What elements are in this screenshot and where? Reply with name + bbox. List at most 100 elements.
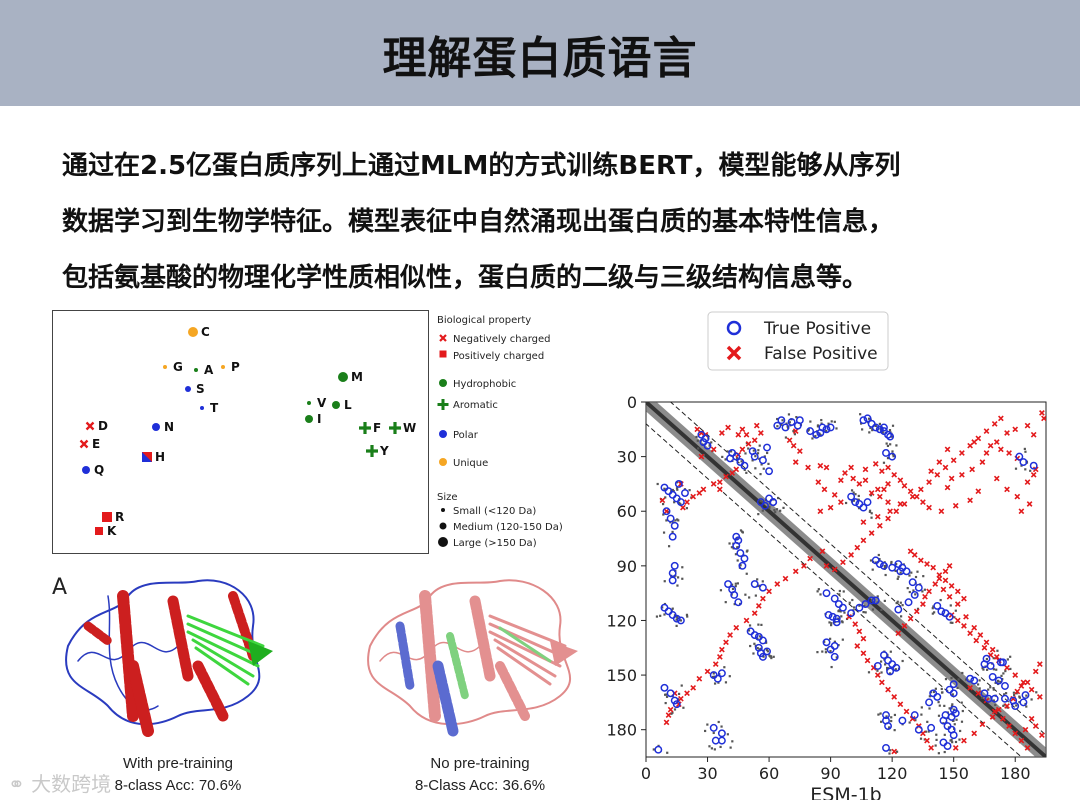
background-contact-mark bbox=[869, 426, 872, 430]
background-contact-mark bbox=[893, 713, 897, 717]
true-positive-point bbox=[1011, 702, 1020, 710]
legend-item-hydrophobic: Hydrophobic bbox=[439, 379, 516, 390]
background-contact-mark bbox=[749, 644, 752, 648]
background-contact-mark bbox=[978, 687, 981, 690]
false-positive-point bbox=[838, 477, 844, 484]
false-positive-point bbox=[874, 513, 881, 520]
false-positive-point bbox=[934, 471, 941, 478]
background-contact-mark bbox=[908, 590, 911, 594]
background-contact-mark bbox=[880, 720, 883, 723]
true-positive-point bbox=[867, 596, 876, 605]
caption-with-pretraining: With pre-training 8-class Acc: 70.6% bbox=[88, 753, 268, 797]
diagonal-core bbox=[646, 402, 1046, 757]
background-contact-mark bbox=[954, 609, 957, 612]
protein-ribbon-image: A bbox=[52, 575, 273, 737]
background-contact-mark bbox=[774, 511, 777, 514]
true-positive-point bbox=[875, 425, 884, 434]
background-contact-mark bbox=[731, 587, 735, 591]
false-positive-point bbox=[690, 684, 697, 691]
false-positive-point bbox=[739, 426, 746, 433]
true-positive-point bbox=[740, 554, 749, 563]
background-contact-mark bbox=[884, 564, 888, 567]
background-contact-mark bbox=[982, 668, 985, 671]
amino-acid-point-W: W bbox=[389, 421, 416, 435]
true-positive-point bbox=[763, 443, 771, 452]
false-positive-point bbox=[907, 615, 914, 622]
background-contact-mark bbox=[673, 501, 676, 504]
background-contact-mark bbox=[951, 693, 954, 696]
true-positive-point bbox=[925, 698, 934, 707]
background-contact-mark bbox=[837, 609, 841, 612]
true-positive-point bbox=[670, 521, 679, 530]
background-contact-mark bbox=[838, 589, 841, 593]
embedding-svg: C G P AST M V L I F WY DE N H Q RK bbox=[79, 325, 416, 538]
false-positive-point bbox=[659, 497, 666, 504]
background-contact-mark bbox=[663, 580, 666, 583]
background-contact-mark bbox=[756, 452, 760, 455]
background-contact-mark bbox=[891, 450, 894, 453]
background-contact-mark bbox=[735, 456, 739, 460]
false-positive-point bbox=[971, 439, 978, 445]
true-positive-point bbox=[879, 651, 888, 660]
amino-acid-point-H: H bbox=[142, 450, 165, 464]
background-contact-mark bbox=[951, 621, 954, 624]
false-positive-point bbox=[807, 555, 813, 562]
background-contact-mark bbox=[954, 740, 958, 744]
amino-acid-label: L bbox=[344, 398, 352, 412]
background-contact-mark bbox=[717, 681, 720, 684]
background-contact-mark bbox=[943, 704, 946, 707]
false-positive-point bbox=[766, 588, 772, 595]
false-positive-point bbox=[903, 708, 910, 715]
background-contact-mark bbox=[754, 594, 757, 597]
true-positive-point bbox=[828, 612, 837, 621]
background-contact-mark bbox=[858, 604, 861, 607]
amino-acid-label: F bbox=[373, 421, 381, 435]
background-contact-mark bbox=[870, 599, 873, 602]
background-contact-mark bbox=[833, 420, 836, 423]
false-positive-point bbox=[1024, 745, 1031, 751]
false-positive-point bbox=[961, 737, 967, 744]
amino-acid-label: Y bbox=[379, 444, 389, 458]
y-tick-label: 60 bbox=[617, 502, 637, 521]
background-contact-mark bbox=[877, 553, 880, 557]
background-contact-mark bbox=[680, 684, 683, 687]
background-contact-mark bbox=[671, 607, 674, 610]
background-contact-mark bbox=[923, 588, 926, 591]
false-positive-point bbox=[975, 435, 982, 442]
false-positive-point bbox=[792, 428, 799, 434]
background-contact-mark bbox=[830, 665, 833, 669]
legend-label: Polar bbox=[453, 430, 479, 441]
background-contact-mark bbox=[861, 428, 864, 431]
size-medium: Medium (120-150 Da) bbox=[439, 522, 563, 533]
background-contact-mark bbox=[924, 730, 927, 733]
false-positive-point bbox=[1012, 730, 1019, 737]
false-positive-point bbox=[909, 715, 916, 722]
background-contact-mark bbox=[1025, 705, 1028, 708]
true-positive-point bbox=[929, 689, 938, 698]
amino-acid-point-S: S bbox=[185, 382, 205, 396]
true-positive-point bbox=[898, 563, 907, 572]
background-contact-mark bbox=[741, 531, 744, 534]
slide-title: 理解蛋白质语言 bbox=[382, 33, 698, 84]
background-contact-mark bbox=[867, 417, 871, 420]
background-contact-mark bbox=[986, 668, 989, 671]
background-contact-mark bbox=[664, 496, 667, 499]
structure-with-pretraining: A bbox=[48, 566, 288, 746]
background-contact-mark bbox=[841, 621, 844, 624]
false-positive-point bbox=[971, 730, 978, 737]
true-positive-point bbox=[818, 423, 827, 432]
background-contact-mark bbox=[937, 714, 941, 717]
background-contact-mark bbox=[762, 467, 765, 470]
false-positive-point bbox=[946, 593, 953, 600]
background-contact-mark bbox=[888, 672, 892, 675]
true-positive-marker-icon bbox=[726, 320, 742, 336]
background-contact-mark bbox=[730, 546, 733, 549]
background-contact-mark bbox=[685, 613, 689, 616]
false-positive-point bbox=[710, 446, 717, 453]
false-positive-point bbox=[790, 442, 797, 449]
background-contact-mark bbox=[999, 680, 1002, 683]
false-positive-point bbox=[1032, 723, 1039, 729]
false-positive-point bbox=[913, 608, 920, 615]
medium-dot-icon bbox=[439, 522, 447, 530]
legend-title: Biological property bbox=[437, 315, 531, 326]
